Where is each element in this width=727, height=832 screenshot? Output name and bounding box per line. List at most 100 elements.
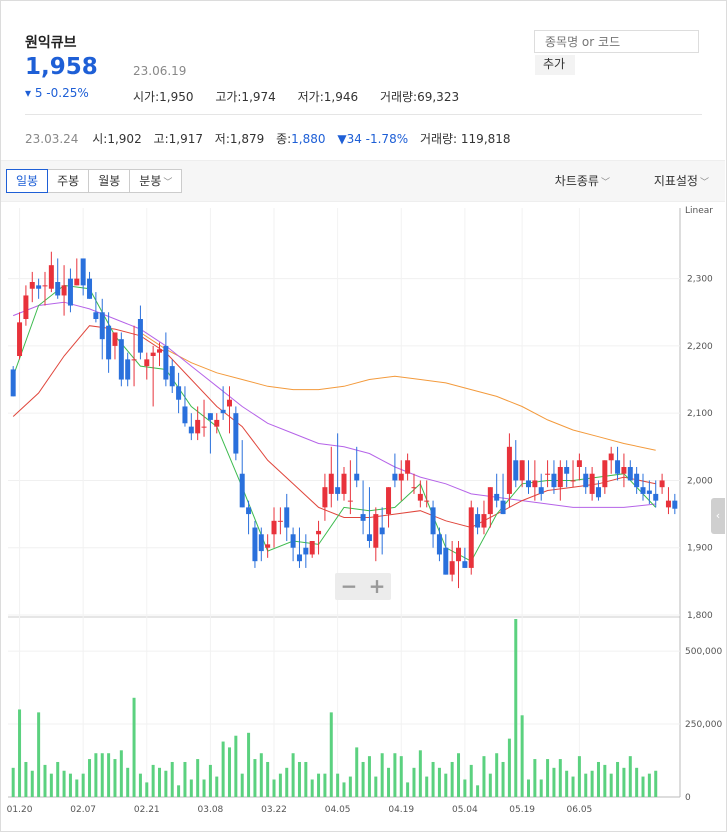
- candle-body: [386, 487, 392, 515]
- volume-bar: [437, 767, 441, 797]
- volume-bar: [558, 759, 562, 797]
- candle-body: [475, 514, 481, 528]
- candle-body: [335, 487, 341, 494]
- candle-body: [207, 413, 213, 420]
- tab-daily[interactable]: 일봉: [6, 169, 49, 193]
- candle-body: [468, 507, 474, 568]
- volume-bar: [317, 773, 321, 797]
- volume-bar: [94, 753, 98, 797]
- volume-bar: [272, 779, 276, 797]
- chevron-left-icon[interactable]: ‹: [711, 498, 725, 534]
- high-price: 고가:1,974: [215, 90, 276, 104]
- candle-body: [583, 473, 589, 488]
- volume-bar: [577, 756, 581, 797]
- volume-bar: [387, 767, 391, 797]
- volume-bar: [641, 776, 645, 797]
- zoom-out-button[interactable]: −: [340, 574, 358, 598]
- candle-body: [487, 487, 493, 515]
- candle-body: [112, 332, 118, 346]
- tab-monthly[interactable]: 월봉: [88, 169, 131, 193]
- candle-body: [163, 345, 169, 380]
- volume-bar: [596, 761, 600, 797]
- candle-body: [373, 514, 379, 548]
- candle-body: [226, 399, 232, 407]
- volume-bar: [654, 770, 658, 797]
- volume-bar: [196, 759, 200, 797]
- volume-bar: [18, 709, 22, 797]
- volume-bar: [297, 761, 301, 797]
- candle-body: [545, 473, 551, 475]
- volume-bar: [119, 750, 123, 797]
- volume-bar: [37, 712, 41, 797]
- volume-bar: [406, 782, 410, 797]
- trade-volume: 거래량:69,323: [379, 90, 460, 104]
- volume-bar: [495, 753, 499, 797]
- date-tick-label: 02.21: [134, 805, 160, 815]
- candle-body: [640, 487, 646, 494]
- candle-body: [519, 460, 525, 481]
- date-tick-label: 03.22: [261, 805, 287, 815]
- volume-bar: [221, 741, 225, 797]
- candle-body: [29, 282, 35, 289]
- volume-bar: [412, 767, 416, 797]
- volume-bar: [393, 753, 397, 797]
- volume-bar: [310, 779, 314, 797]
- volume-bar: [113, 759, 117, 797]
- date-tick-label: 05.19: [509, 805, 535, 815]
- candle-body: [157, 349, 163, 353]
- candle-body: [634, 473, 640, 488]
- volume-bar: [24, 761, 28, 797]
- volume-bar: [418, 750, 422, 797]
- candle-body: [296, 554, 302, 562]
- candle-body: [195, 419, 201, 434]
- divider: [25, 114, 702, 115]
- volume-bar: [62, 770, 66, 797]
- volume-bar: [546, 759, 550, 797]
- ma60-line: [13, 301, 656, 508]
- volume-bar: [463, 779, 467, 797]
- volume-bar: [227, 747, 231, 797]
- volume-bar: [628, 756, 632, 797]
- volume-bar: [164, 770, 168, 797]
- candle-body: [284, 507, 290, 528]
- hover-stats: 23.03.24 시:1,902 고:1,917 저:1,879 종:1,880…: [25, 130, 519, 147]
- zoom-controls: − +: [335, 573, 391, 600]
- open-price: 시가:1,950: [133, 90, 194, 104]
- volume-bar: [266, 761, 270, 797]
- candle-body: [10, 369, 16, 397]
- chart-toolbar: 일봉 주봉 월봉 분봉 ﹀ 차트종류 ﹀ 지표설정 ﹀: [1, 160, 725, 202]
- candle-body: [424, 500, 430, 502]
- date-tick-label: 03.08: [198, 805, 224, 815]
- candle-body: [627, 467, 633, 481]
- add-button[interactable]: 추가: [535, 55, 575, 75]
- date-tick-label: 05.04: [452, 805, 478, 815]
- tab-weekly[interactable]: 주봉: [47, 169, 90, 193]
- volume-bar: [285, 767, 289, 797]
- zoom-in-button[interactable]: +: [368, 574, 386, 598]
- candle-body: [118, 339, 124, 380]
- candle-body: [564, 467, 570, 474]
- volume-bar: [520, 715, 524, 797]
- candle-body: [17, 322, 23, 356]
- candle-body: [131, 359, 137, 361]
- chevron-down-icon: ﹀: [600, 178, 610, 188]
- volume-bar: [304, 761, 308, 797]
- indicator-menu[interactable]: 지표설정 ﹀: [634, 174, 709, 188]
- candle-body: [621, 467, 627, 474]
- candle-body: [665, 500, 671, 508]
- candle-body: [615, 460, 621, 474]
- chart-type-menu[interactable]: 차트종류 ﹀: [535, 174, 610, 188]
- candle-body: [74, 278, 80, 286]
- volume-bar: [278, 773, 282, 797]
- price-change: ▾ 5 -0.25%: [25, 86, 89, 100]
- hover-low: 저:1,879: [214, 132, 265, 146]
- tab-minute[interactable]: 분봉 ﹀: [129, 169, 183, 193]
- price-volume-chart[interactable]: 2,300 2,200 2,100 2,000 1,900 1,800 Linear 500,…: [0, 201, 727, 826]
- volume-bar: [526, 779, 530, 797]
- price-tick-label: 1,900: [687, 544, 713, 554]
- volume-bar: [259, 753, 263, 797]
- candle-body: [653, 493, 659, 501]
- candle-body: [602, 460, 608, 488]
- search-input[interactable]: [534, 30, 699, 53]
- candle-body: [538, 487, 544, 494]
